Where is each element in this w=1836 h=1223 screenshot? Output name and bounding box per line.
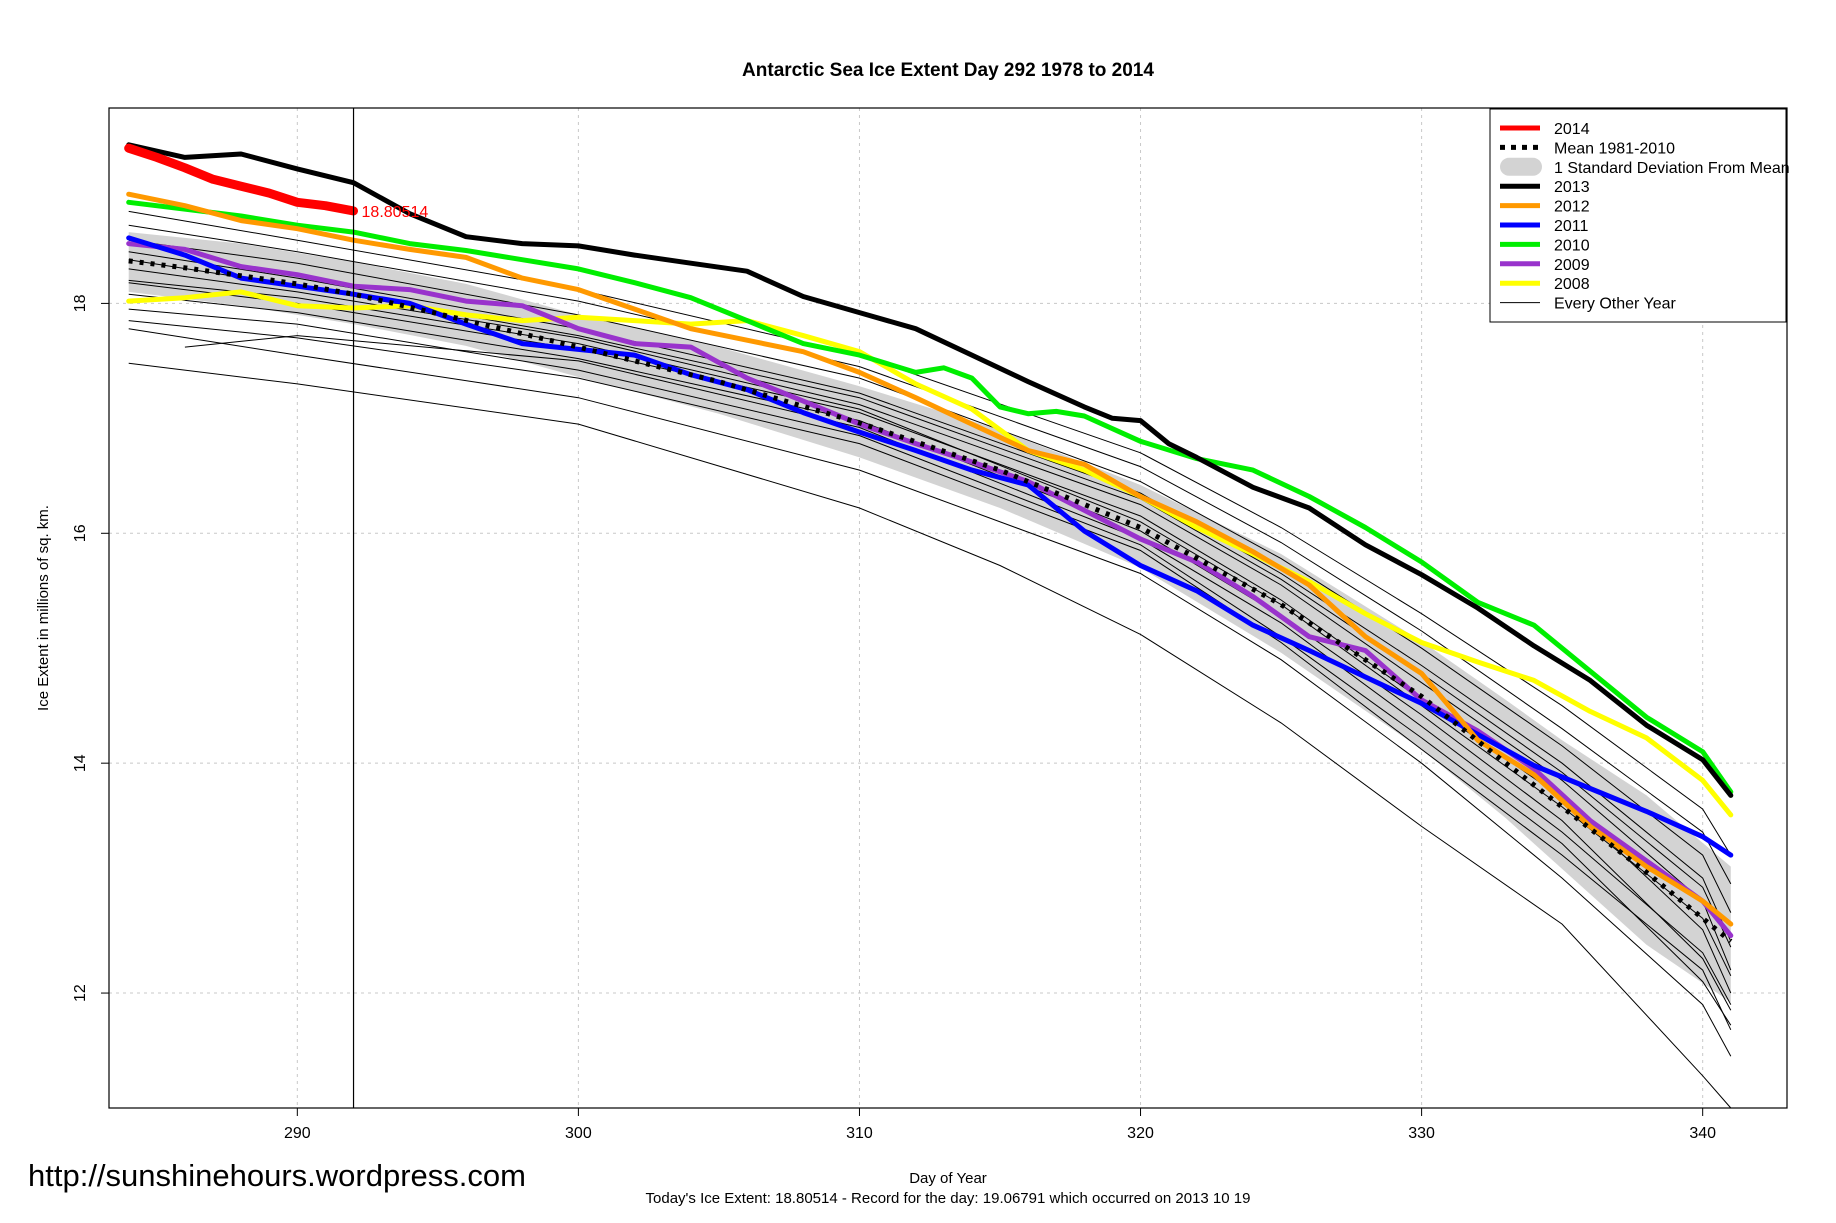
legend-label-2013: 2013 [1554,179,1590,196]
series-line-2013 [126,142,1734,798]
other-year-line [184,335,1732,1005]
summary-text: Today's Ice Extent: 18.80514 - Record fo… [646,1190,1251,1207]
legend-label-every-other-year: Every Other Year [1554,296,1677,313]
legend-label-2009: 2009 [1554,257,1590,274]
y-tick-label: 12 [72,984,89,1002]
current-value-label: 18.80514 [362,204,429,221]
legend: 2014 Mean 1981-2010 1 Standard Deviation F… [1489,108,1790,323]
legend-label-2012: 2012 [1554,199,1590,216]
other-year-line [128,282,1732,994]
legend-label-2008: 2008 [1554,276,1590,293]
x-axis: 290 300 310 320 330 340 [284,1108,1716,1142]
legend-label-2010: 2010 [1554,237,1590,254]
y-tick-label: 14 [72,754,89,772]
other-year-line [128,224,1732,885]
legend-label-2011: 2011 [1554,218,1589,235]
y-tick-label: 18 [72,294,89,312]
series-line-mean-1981-2010 [128,258,1733,944]
other-year-line [128,239,1732,913]
chart-title: Antarctic Sea Ice Extent Day 292 1978 to… [742,60,1154,81]
y-tick-label: 16 [72,524,89,542]
other-year-line [128,328,1732,1057]
std-deviation-band [128,232,1731,1003]
other-year-line [128,362,1732,1109]
x-tick-label: 290 [284,1125,311,1142]
x-tick-label: 310 [846,1125,873,1142]
x-tick-label: 340 [1689,1125,1716,1142]
other-year-line [128,251,1732,942]
legend-box [1489,108,1787,323]
other-year-line [128,279,1732,977]
series-line-2010 [126,199,1734,795]
y-axis-label: Ice Extent in millions of sq. km. [35,505,52,711]
legend-swatch-1-standard-deviation-from-mean [1500,157,1542,176]
x-axis-label: Day of Year [909,1170,987,1187]
series-line-2012 [126,191,1734,927]
x-tick-label: 320 [1127,1125,1154,1142]
legend-label-2014: 2014 [1554,121,1590,138]
plot-area [109,108,1787,1109]
x-tick-label: 300 [565,1125,592,1142]
series-line-2014 [124,143,358,216]
other-year-line [128,259,1732,948]
other-year-line [128,210,1732,856]
plot-frame [108,107,1788,1109]
legend-label-1-standard-deviation-from-mean: 1 Standard Deviation From Mean [1554,160,1790,177]
y-axis: 12 14 16 18 [72,294,109,1002]
x-tick-label: 330 [1408,1125,1435,1142]
legend-label-mean-1981-2010: Mean 1981-2010 [1554,140,1675,157]
source-url: http://sunshinehours.wordpress.com [28,1158,526,1193]
series-line-2009 [126,241,1734,939]
series-line-2011 [126,235,1734,858]
